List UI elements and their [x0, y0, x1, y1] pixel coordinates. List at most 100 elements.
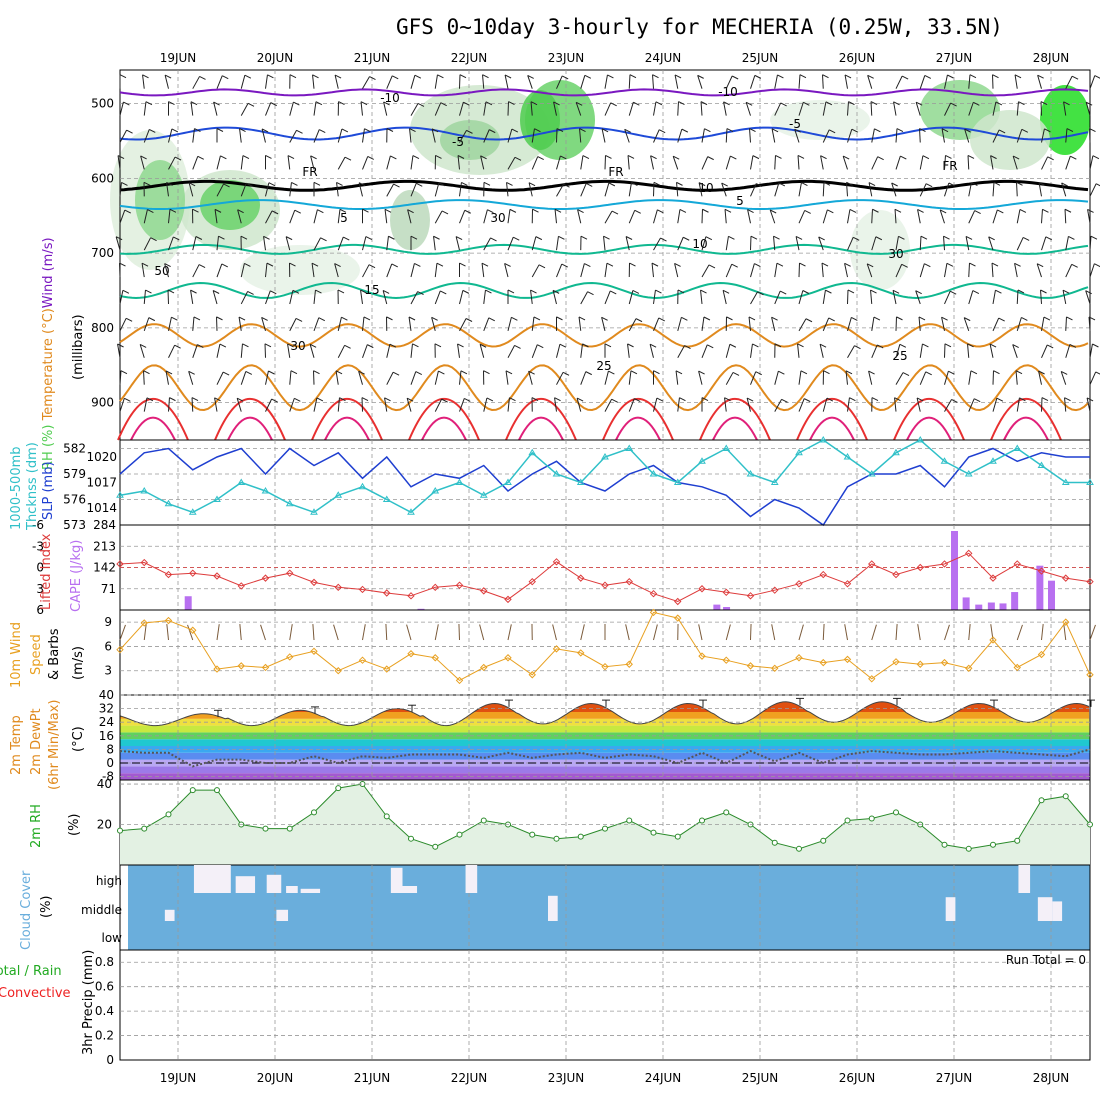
wind-barb [798, 290, 804, 305]
wind-barb-flag [851, 316, 858, 321]
wind-barb [1014, 74, 1018, 89]
wind-barb-flag [408, 316, 416, 321]
wind-barb [216, 371, 224, 385]
slp-line [119, 447, 1090, 527]
wind-barb-flag [964, 128, 971, 133]
wind-barb-flag [310, 155, 317, 160]
wind-barb [480, 155, 485, 170]
wind-barb [917, 209, 921, 224]
wind-barb [750, 343, 753, 358]
wind-barb-flag [479, 343, 487, 348]
surface-wind-barb [1063, 624, 1067, 641]
wind-barb-flag [1064, 397, 1071, 402]
wind-barb-flag [294, 397, 301, 402]
wind-speed-point [383, 665, 391, 673]
wind-barb [531, 344, 538, 358]
wind-barb-flag [745, 101, 753, 106]
wind-barb [1016, 397, 1020, 412]
wind-barb [1087, 209, 1091, 224]
wind-barb [871, 236, 877, 251]
temp-contour-35 [1003, 416, 1049, 441]
wind-barb-flag [140, 155, 147, 160]
wind-barb-flag [117, 155, 125, 159]
wind-barb [677, 237, 684, 251]
wind-barb [360, 101, 363, 116]
temp-contour-35 [518, 416, 564, 441]
wind-barb-flag [731, 75, 739, 80]
wind-barb [919, 236, 922, 251]
wind-barb [410, 103, 419, 116]
wind-barb-flag [870, 101, 878, 106]
wind-barb [774, 182, 780, 197]
li-tick: -3 [32, 539, 44, 553]
wind-barb [1065, 236, 1069, 251]
wind-barb-flag [821, 262, 829, 267]
wind-barb [844, 74, 848, 89]
wind-barb-flag [1047, 156, 1054, 161]
wind-barb-flag [344, 344, 351, 349]
wind-barb-flag [925, 371, 932, 376]
wind-barb-flag [922, 343, 929, 348]
wind-speed-point [407, 650, 415, 658]
wind-barb-flag [849, 208, 857, 213]
wind-barb [653, 209, 658, 224]
wind-barb-flag [1086, 397, 1094, 402]
wind-barb [554, 209, 557, 224]
wind-barb [895, 264, 903, 278]
wind-barb-flag [142, 74, 149, 79]
wind-barb [578, 316, 582, 331]
thickness-point [916, 436, 925, 443]
cape-bar [975, 604, 983, 610]
lifted-index-point [528, 577, 536, 586]
wind-barb-flag [169, 397, 176, 402]
rh-point [941, 841, 948, 848]
wind-barb-flag [779, 290, 787, 295]
wind-barb [842, 155, 848, 170]
wind-barb [919, 263, 925, 278]
cloud-bar [402, 886, 418, 893]
wind-barb-flag [752, 343, 759, 348]
wind-speed-point [722, 656, 730, 664]
thickness-point [455, 478, 464, 485]
lifted-index-point [674, 597, 682, 606]
wind-barb [992, 129, 1000, 143]
wind-barb-flag [603, 235, 610, 240]
wind-barb-flag [514, 344, 521, 349]
wind-barb [915, 102, 921, 116]
wind-barb-flag [1037, 74, 1044, 79]
surface-wind-barb [260, 624, 266, 641]
wind-barb [505, 370, 509, 385]
wind-barb-flag [701, 397, 709, 402]
temp-contour-30 [893, 397, 965, 441]
wind-barb [603, 236, 606, 251]
wind-barb [483, 397, 488, 412]
rh-shading [200, 180, 260, 230]
wind-barb [821, 263, 824, 278]
wind-barb-flag [315, 101, 323, 106]
wind-barb [604, 263, 608, 278]
lifted-index-point [286, 569, 294, 577]
wind-barb-flag [844, 262, 851, 267]
wind-barb-flag [1044, 128, 1051, 133]
wind-barb-flag [625, 236, 633, 240]
wind-barb-flag [870, 289, 877, 294]
cloud-bar [300, 888, 321, 893]
wind-barb-flag [149, 128, 156, 133]
wind-barb-flag [1045, 236, 1053, 241]
rh-point [602, 825, 608, 832]
wind-barb-flag [508, 101, 515, 106]
wind-barb-flag [941, 316, 948, 321]
wind-barb [265, 398, 273, 412]
wind-barb-flag [604, 343, 612, 348]
wind-barb-flag [682, 236, 690, 241]
cape-bar [962, 597, 970, 610]
wind-barb-flag [585, 371, 592, 376]
bottom-day-label: 21JUN [354, 1071, 391, 1085]
wind-barb-flag [1021, 128, 1029, 133]
wind-barb-flag [534, 128, 541, 133]
wind-barb-flag [509, 397, 516, 402]
wind-barb [507, 236, 514, 251]
wind-barb-flag [436, 262, 444, 267]
surface-wind-barb [944, 624, 950, 641]
wind-barb-flag [244, 262, 251, 267]
